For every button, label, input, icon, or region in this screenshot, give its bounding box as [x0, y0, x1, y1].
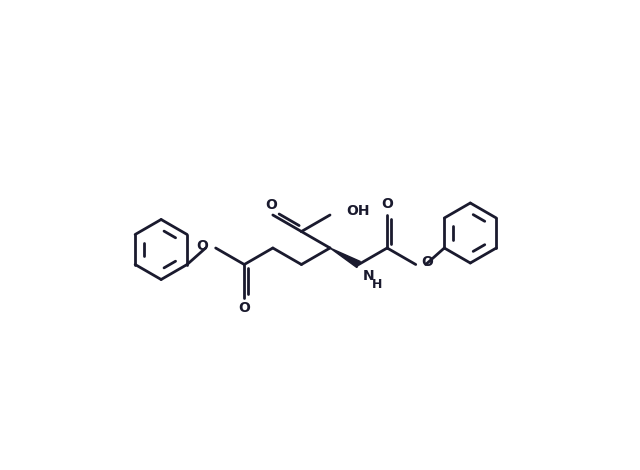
Text: O: O	[381, 197, 393, 211]
Text: O: O	[265, 198, 276, 212]
Text: N: N	[363, 268, 374, 282]
Text: O: O	[238, 301, 250, 315]
Text: OH: OH	[346, 204, 369, 218]
Text: O: O	[196, 239, 208, 253]
Text: H: H	[372, 279, 382, 291]
Polygon shape	[330, 248, 360, 267]
Text: O: O	[422, 256, 434, 269]
